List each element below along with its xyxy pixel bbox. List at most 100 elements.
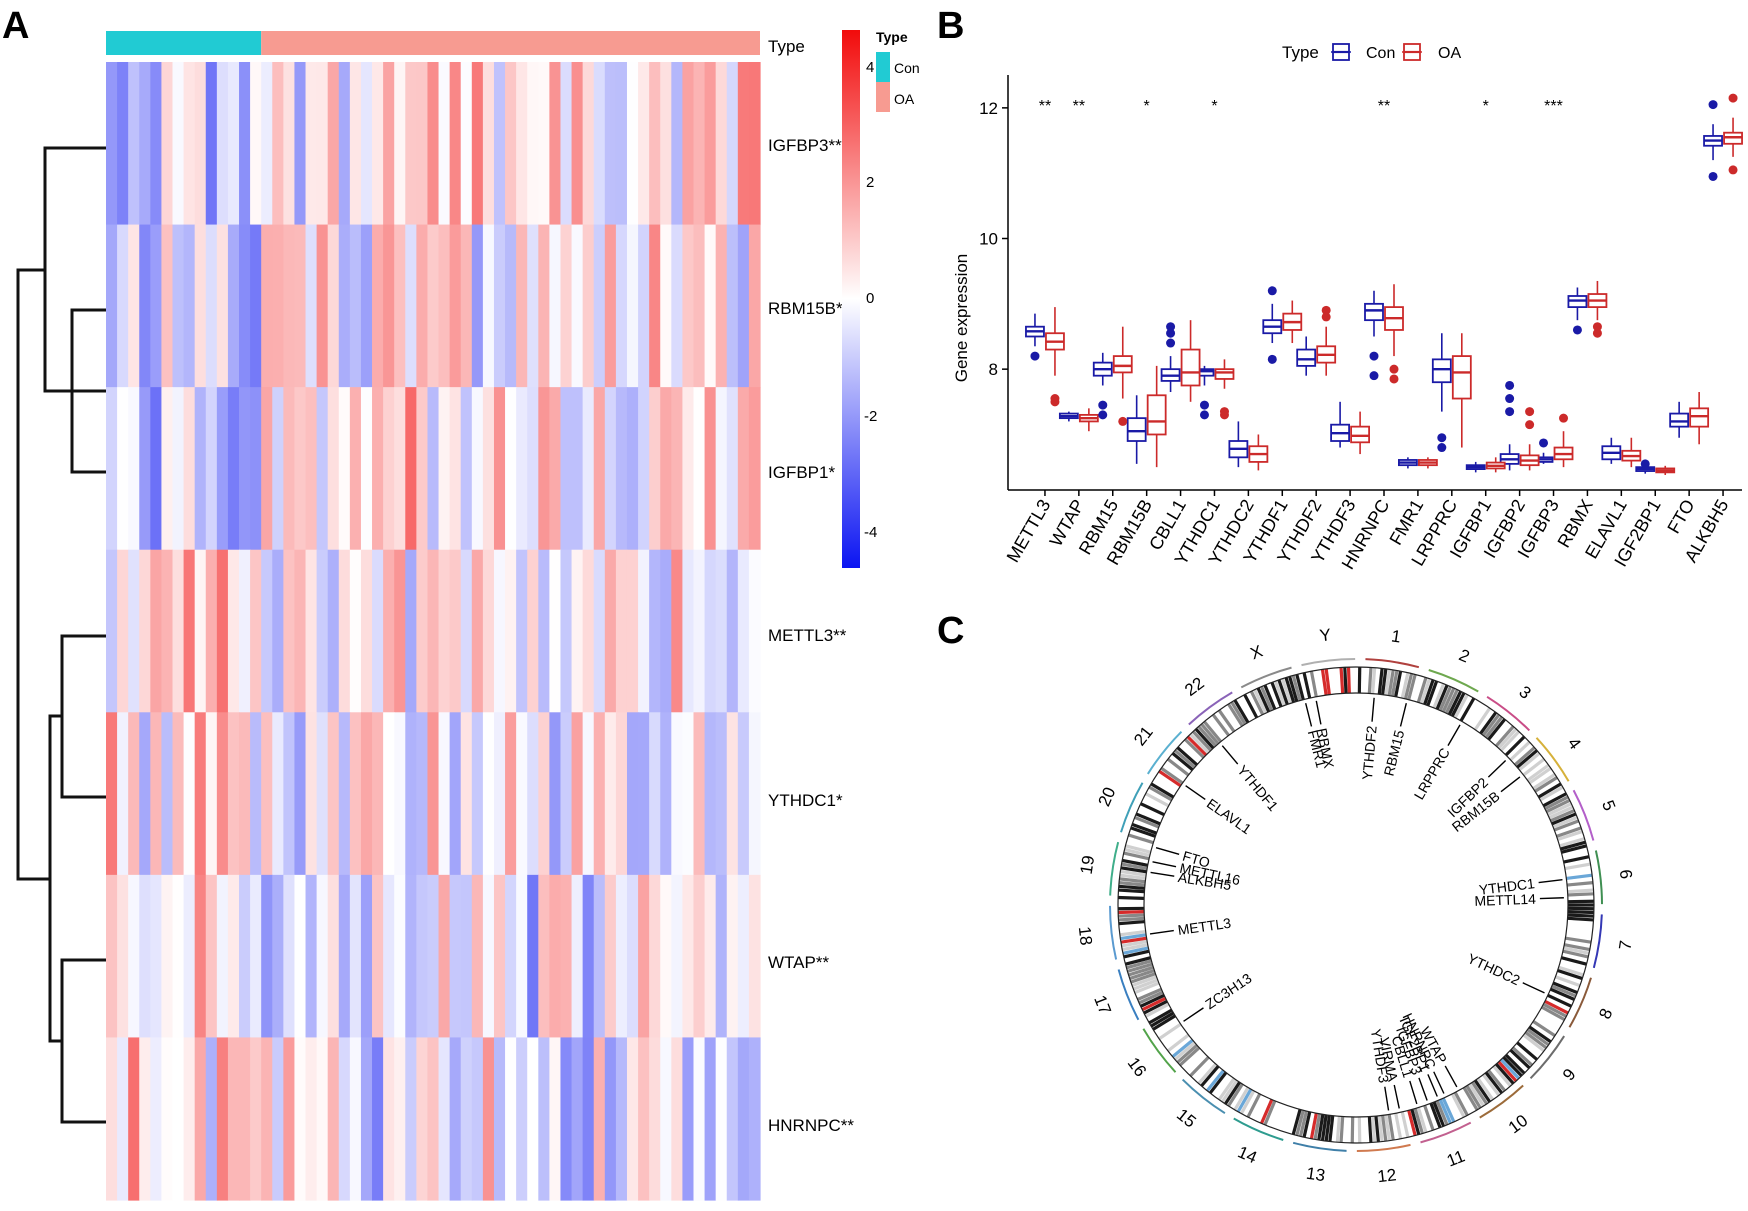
heatmap-cell [261, 224, 273, 388]
ideogram-band [1273, 1103, 1286, 1130]
box-iqr [1146, 394, 1167, 436]
heatmap-cell [172, 549, 185, 713]
circos-plot: 12345678910111213141516171819202122XYFMR… [1075, 625, 1636, 1186]
ideogram-band [1214, 711, 1233, 735]
ideogram-band [1374, 1115, 1380, 1143]
heatmap-cell [615, 712, 628, 876]
ideogram-band [1298, 1110, 1309, 1137]
heatmap-cell [227, 712, 240, 876]
ideogram-band [1131, 975, 1158, 988]
outlier-point [1640, 459, 1650, 469]
ideogram-band [1220, 707, 1239, 731]
ideogram-band [1295, 1109, 1305, 1136]
ideogram-band [1465, 1084, 1482, 1109]
heatmap-cell [338, 387, 351, 551]
ideogram-band [1211, 1073, 1230, 1097]
heatmap-cell [383, 224, 395, 388]
box-iqr [1431, 358, 1452, 384]
heatmap-cell [150, 549, 163, 713]
chromosome-arc [1146, 730, 1183, 775]
ideogram-band [1118, 884, 1145, 890]
panel-label-a: A [2, 5, 29, 47]
ideogram-band [1176, 746, 1199, 767]
ideogram-band [1407, 1109, 1417, 1136]
ideogram-band [1502, 1056, 1523, 1078]
ideogram-band [1447, 690, 1463, 716]
ideogram-band [1309, 1112, 1318, 1140]
heatmap-cell [593, 712, 606, 876]
heatmap-cell [338, 712, 351, 876]
heatmap-cell [615, 224, 628, 388]
ideogram-band [1295, 674, 1305, 701]
ideogram-band [1563, 858, 1591, 867]
heatmap-cell [460, 549, 473, 713]
heatmap-cell [172, 712, 185, 876]
ideogram-band [1476, 709, 1495, 733]
ideogram-band [1243, 1091, 1259, 1117]
heatmap-cell [194, 874, 207, 1039]
ideogram-band [1450, 692, 1466, 717]
ideogram-band [1123, 949, 1150, 959]
outlier-point [1572, 325, 1582, 335]
outlier-point [1525, 420, 1535, 430]
ideogram-band [1410, 675, 1421, 701]
ideogram-band [1526, 763, 1550, 782]
ideogram-band [1530, 769, 1554, 788]
ideogram-band [1208, 715, 1228, 739]
ideogram-band [1313, 670, 1322, 697]
heatmap-cell [283, 1037, 296, 1201]
heatmap-cell [172, 874, 185, 1039]
heatmap-cell [549, 387, 562, 551]
ideogram-band [1511, 743, 1534, 764]
ideogram-band [1144, 1002, 1170, 1018]
ideogram-band [1487, 1069, 1507, 1092]
heatmap-cell [250, 874, 262, 1039]
heatmap-cell [715, 874, 728, 1039]
heatmap-cell [427, 1037, 440, 1201]
heatmap-cell [427, 712, 440, 876]
colorbar-tick: 2 [866, 174, 874, 191]
heatmap-cell [571, 224, 584, 388]
ideogram-band [1164, 760, 1188, 779]
gene-connector [1152, 861, 1177, 868]
ideogram-band [1150, 1011, 1175, 1028]
heatmap-cell [704, 62, 717, 226]
heatmap-cell [250, 1037, 262, 1201]
heatmap-cell [117, 874, 129, 1039]
ideogram-band [1499, 730, 1521, 752]
heatmap-cell [283, 874, 296, 1039]
heatmap-cell [316, 62, 329, 226]
heatmap-cell [460, 387, 473, 551]
chromosome-label: 15 [1173, 1105, 1200, 1132]
ideogram-band [1564, 862, 1591, 871]
ideogram-band [1346, 667, 1351, 694]
heatmap-cell [416, 712, 429, 876]
ideogram-band [1566, 877, 1593, 884]
ideogram-band [1554, 822, 1581, 835]
heatmap-cell [305, 387, 318, 551]
chromosome-arc [1233, 1117, 1284, 1141]
ideogram-band [1513, 746, 1536, 767]
ideogram-band [1566, 926, 1593, 933]
heatmap-cell [427, 387, 440, 551]
ideogram-band [1280, 678, 1293, 704]
x-tick-label: FTO [1663, 496, 1698, 537]
heatmap-row-labels: IGFBP3*** RBM15B* IGFBP1* METTL3** YTHDC… [768, 136, 854, 1135]
heatmap-cell [582, 1037, 595, 1201]
heatmap-cell [349, 224, 362, 388]
heatmap-cell [671, 874, 683, 1039]
ideogram-band [1118, 888, 1145, 894]
heatmap-cell [693, 387, 706, 551]
ideogram-band [1387, 1114, 1395, 1141]
heatmap-cell [704, 712, 717, 876]
chromosome-label: 8 [1595, 1006, 1616, 1022]
heatmap-colorbar [842, 30, 860, 568]
chromosome-label: 1 [1390, 626, 1402, 646]
ideogram-band [1520, 754, 1543, 774]
heatmap-cell [272, 224, 284, 388]
outlier-point [1539, 438, 1549, 448]
outlier-point [1166, 338, 1176, 348]
ideogram-band [1532, 772, 1556, 790]
chromosome-arc [1572, 789, 1595, 841]
ideogram-band [1160, 766, 1184, 785]
